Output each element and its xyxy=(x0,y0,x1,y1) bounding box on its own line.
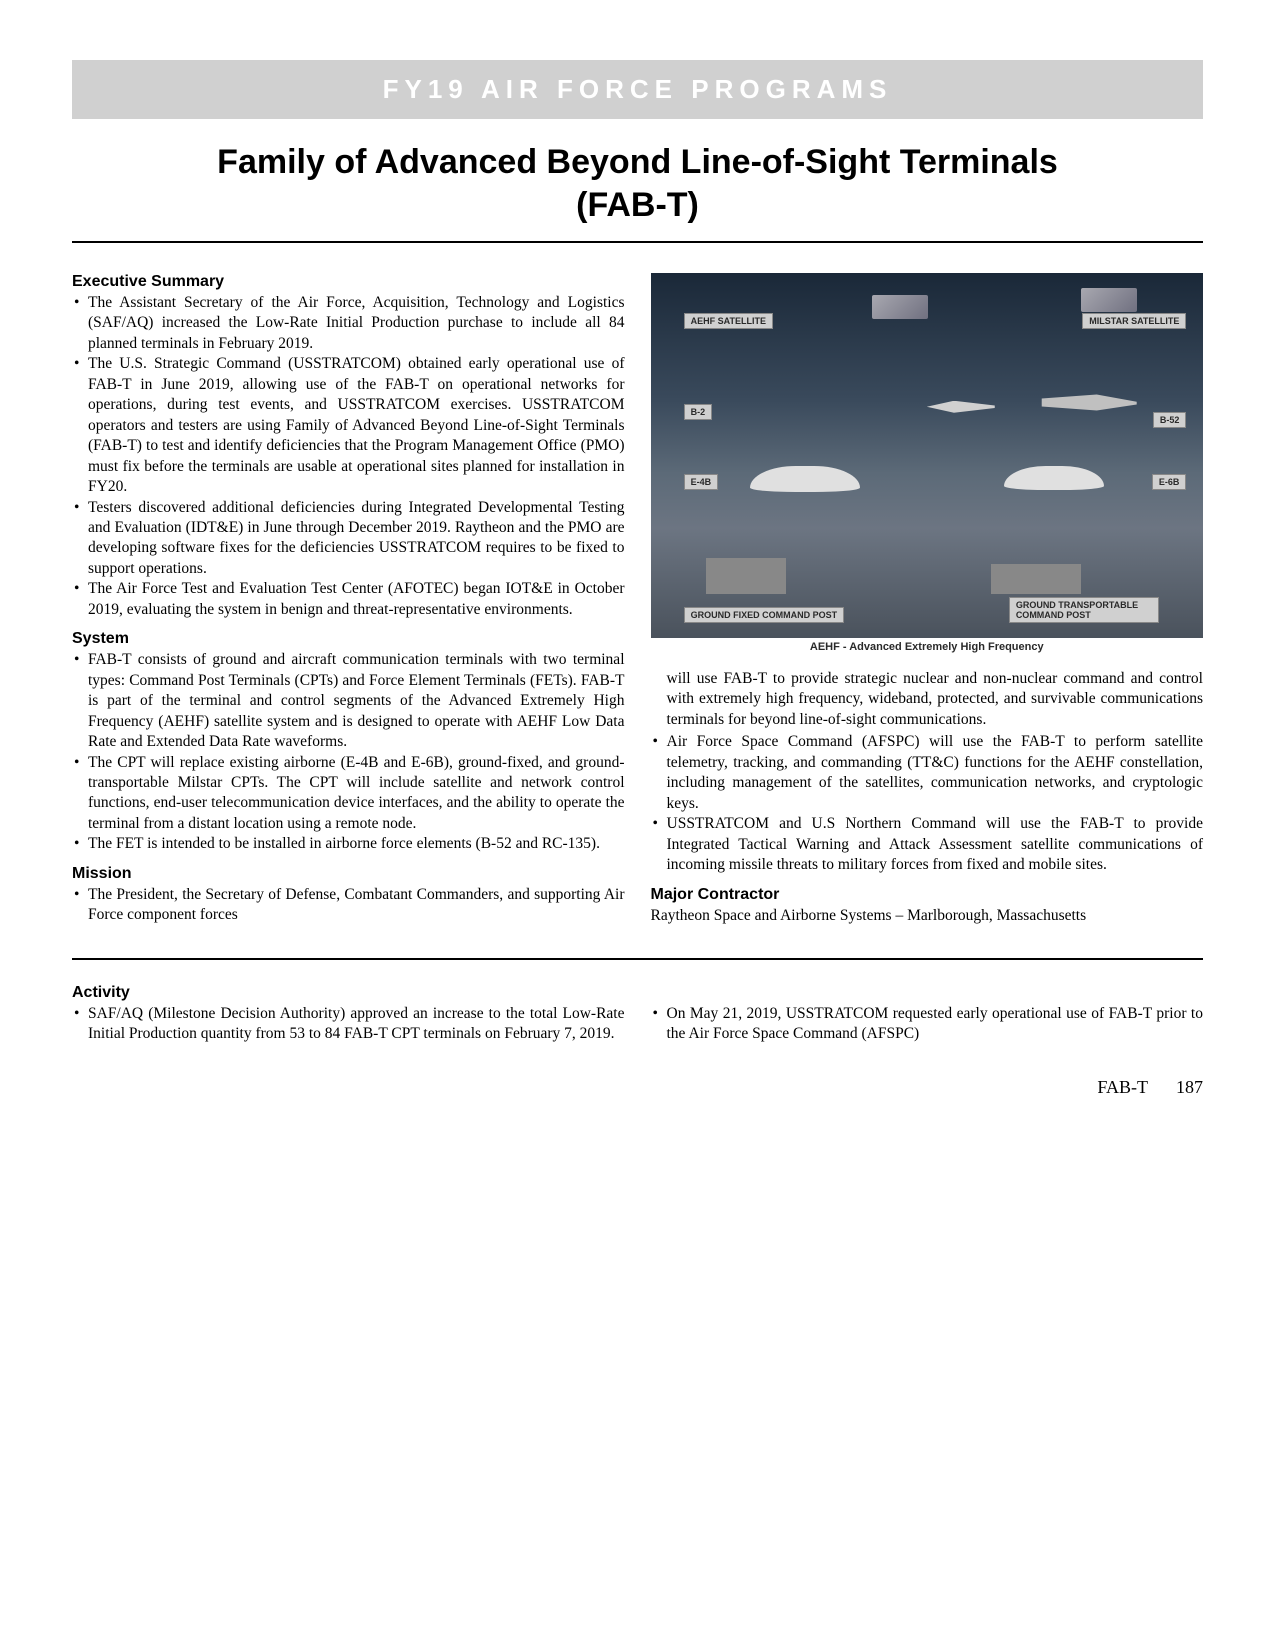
activity-left-column: SAF/AQ (Milestone Decision Authority) ap… xyxy=(72,1004,625,1053)
activity-list-right: On May 21, 2019, USSTRATCOM requested ea… xyxy=(651,1004,1204,1045)
fig-label-e4b: E-4B xyxy=(684,474,719,490)
list-item: The Assistant Secretary of the Air Force… xyxy=(72,293,625,354)
b2-graphic xyxy=(927,401,995,413)
list-item: The U.S. Strategic Command (USSTRATCOM) … xyxy=(72,354,625,497)
major-contractor-heading: Major Contractor xyxy=(651,886,1204,904)
e4b-graphic xyxy=(750,466,860,492)
title-divider xyxy=(72,241,1203,243)
activity-heading: Activity xyxy=(72,984,1203,1002)
figure-caption: AEHF - Advanced Extremely High Frequency xyxy=(651,641,1204,653)
mission-list-left: The President, the Secretary of Defense,… xyxy=(72,885,625,926)
list-item: The FET is intended to be installed in a… xyxy=(72,834,625,854)
footer-label: FAB-T xyxy=(1097,1077,1148,1098)
fig-label-milstar: MILSTAR SATELLITE xyxy=(1082,313,1186,329)
activity-columns: SAF/AQ (Milestone Decision Authority) ap… xyxy=(72,1004,1203,1053)
mission-continuation-text: will use FAB-T to provide strategic nucl… xyxy=(651,669,1204,730)
system-list: FAB-T consists of ground and aircraft co… xyxy=(72,650,625,855)
list-item: The President, the Secretary of Defense,… xyxy=(72,885,625,926)
mission-list-right: Air Force Space Command (AFSPC) will use… xyxy=(651,732,1204,875)
list-item: SAF/AQ (Milestone Decision Authority) ap… xyxy=(72,1004,625,1045)
right-column: AEHF SATELLITE MILSTAR SATELLITE B-2 B-5… xyxy=(651,273,1204,934)
activity-right-column: On May 21, 2019, USSTRATCOM requested ea… xyxy=(651,1004,1204,1053)
document-subtitle: (FAB-T) xyxy=(72,186,1203,225)
fig-label-ground-fixed: GROUND FIXED COMMAND POST xyxy=(684,607,845,623)
list-item: Testers discovered additional deficienci… xyxy=(72,498,625,580)
document-title: Family of Advanced Beyond Line-of-Sight … xyxy=(72,143,1203,182)
aehf-satellite-graphic xyxy=(872,295,928,319)
system-heading: System xyxy=(72,630,625,648)
footer-page-number: 187 xyxy=(1176,1077,1203,1098)
header-banner: FY19 AIR FORCE PROGRAMS xyxy=(72,60,1203,119)
mission-heading: Mission xyxy=(72,865,625,883)
list-item: On May 21, 2019, USSTRATCOM requested ea… xyxy=(651,1004,1204,1045)
section-divider xyxy=(72,958,1203,960)
milstar-satellite-graphic xyxy=(1081,288,1137,312)
list-item: The CPT will replace existing airborne (… xyxy=(72,753,625,835)
major-contractor-text: Raytheon Space and Airborne Systems – Ma… xyxy=(651,906,1204,926)
system-figure: AEHF SATELLITE MILSTAR SATELLITE B-2 B-5… xyxy=(651,273,1204,638)
exec-summary-list: The Assistant Secretary of the Air Force… xyxy=(72,293,625,620)
e6b-graphic xyxy=(1004,466,1104,490)
list-item: FAB-T consists of ground and aircraft co… xyxy=(72,650,625,752)
main-content-columns: Executive Summary The Assistant Secretar… xyxy=(72,273,1203,934)
exec-summary-heading: Executive Summary xyxy=(72,273,625,291)
list-item: Air Force Space Command (AFSPC) will use… xyxy=(651,732,1204,814)
left-column: Executive Summary The Assistant Secretar… xyxy=(72,273,625,934)
fig-label-ground-trans: GROUND TRANSPORTABLE COMMAND POST xyxy=(1009,597,1159,623)
ground-fixed-graphic xyxy=(706,558,786,594)
list-item: USSTRATCOM and U.S Northern Command will… xyxy=(651,814,1204,875)
ground-transportable-graphic xyxy=(991,564,1081,594)
b52-graphic xyxy=(1037,383,1137,423)
fig-label-b2: B-2 xyxy=(684,404,713,420)
page-footer: FAB-T 187 xyxy=(72,1077,1203,1098)
fig-label-e6b: E-6B xyxy=(1152,474,1187,490)
fig-label-b52: B-52 xyxy=(1153,412,1187,428)
activity-list-left: SAF/AQ (Milestone Decision Authority) ap… xyxy=(72,1004,625,1045)
fig-label-aehf: AEHF SATELLITE xyxy=(684,313,773,329)
list-item: The Air Force Test and Evaluation Test C… xyxy=(72,579,625,620)
